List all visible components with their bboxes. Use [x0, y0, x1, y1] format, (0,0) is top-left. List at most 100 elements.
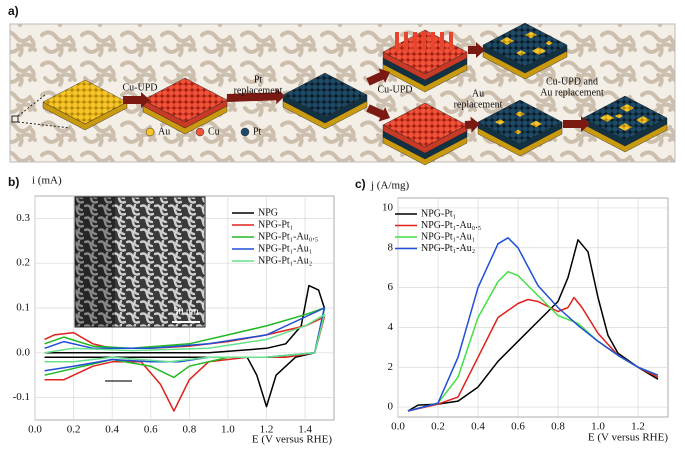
- zoom-line: [17, 121, 71, 129]
- legend-label: NPG-Pt₁-Au₂: [421, 243, 475, 254]
- cu-pillar: [431, 32, 435, 42]
- legend-atom: [145, 127, 155, 137]
- step-label: Au: [472, 88, 484, 99]
- au-patch: [495, 119, 505, 125]
- zoom-line: [17, 94, 46, 117]
- au-patch: [545, 40, 553, 46]
- tem-shade: [75, 197, 115, 327]
- y-tick-label: 0.0: [16, 346, 30, 358]
- cu-pillar: [449, 41, 453, 51]
- y-tick-label: 0.2: [16, 257, 30, 269]
- series-line: [407, 237, 659, 412]
- legend-label: NPG-Pt₁-Au₁: [421, 231, 475, 242]
- arrow: [468, 42, 485, 58]
- y-tick-label: 0: [388, 401, 394, 413]
- au-patch: [636, 116, 650, 124]
- x-tick-label: 0.8: [551, 421, 565, 433]
- au-patch: [525, 31, 537, 39]
- arrow: [464, 116, 480, 133]
- cu-pillar: [404, 32, 408, 42]
- x-tick-label: 1.0: [221, 424, 235, 436]
- au-patch: [515, 111, 525, 117]
- x-tick-label: 0.6: [511, 421, 525, 433]
- legend-label: Cu: [208, 126, 220, 137]
- step-label: replacement: [454, 99, 503, 110]
- cu-pillar: [413, 41, 417, 51]
- y-tick-label: 4: [388, 321, 394, 333]
- panel-label: b): [8, 175, 19, 189]
- series-line: [44, 307, 326, 372]
- y-axis-label: i (mA): [32, 175, 62, 187]
- x-tick-label: 0.4: [105, 424, 119, 436]
- x-tick-label: 1.2: [631, 421, 645, 433]
- legend-label: NPG-Pt₁: [421, 208, 456, 219]
- x-tick-label: 0.2: [67, 424, 81, 436]
- y-axis-label: j (A/mg): [370, 180, 410, 192]
- x-tick-label: 0.0: [28, 424, 42, 436]
- x-tick-label: 0.2: [431, 421, 445, 433]
- zoom-box: [11, 115, 19, 123]
- plot-area: [397, 197, 669, 418]
- cu-pillar: [395, 32, 399, 42]
- cu-pillar: [440, 41, 444, 51]
- legend-atom: [240, 127, 250, 137]
- step-label: Cu-UPD and: [546, 76, 598, 87]
- y-tick-label: 8: [388, 241, 394, 253]
- cu-pillar: [431, 41, 435, 51]
- x-tick-label: 1.0: [591, 421, 605, 433]
- arrow: [366, 104, 390, 122]
- x-tick-label: 0.0: [391, 421, 405, 433]
- au-patch: [600, 114, 614, 122]
- y-tick-label: 2: [388, 361, 394, 373]
- au-patch: [615, 113, 623, 119]
- cu-pillar: [440, 32, 444, 42]
- legend-label: Pt: [253, 126, 262, 137]
- step-label: Cu-UPD: [377, 84, 412, 95]
- x-tick-label: 1.4: [298, 424, 312, 436]
- arrow: [226, 88, 285, 105]
- au-patch: [530, 120, 542, 128]
- arrow: [563, 116, 590, 132]
- slab-top: [282, 72, 368, 118]
- panel-label: a): [8, 4, 19, 18]
- legend-label: NPG: [258, 207, 278, 218]
- slab-top: [482, 22, 568, 68]
- arrow: [366, 68, 390, 86]
- cu-pillar: [422, 41, 426, 51]
- step-label: replacement: [234, 85, 283, 96]
- cu-pillar: [449, 32, 453, 42]
- x-tick-label: 1.2: [260, 424, 274, 436]
- x-tick-label: 0.4: [471, 421, 485, 433]
- slab-top: [142, 77, 228, 123]
- au-patch: [620, 104, 634, 112]
- slab-top: [477, 99, 563, 145]
- step-label: Pt: [254, 74, 263, 85]
- cu-pillar: [422, 32, 426, 42]
- tem-inset: [74, 196, 206, 328]
- legend-label: NPG-Pt₁-Au₁: [258, 243, 312, 254]
- y-tick-label: 10: [382, 201, 394, 213]
- slab-top: [582, 95, 668, 141]
- au-patch: [516, 50, 526, 56]
- au-patch: [514, 129, 522, 135]
- x-axis-label: E (V versus RHE): [588, 432, 668, 444]
- arrow: [123, 92, 150, 108]
- legend-label: NPG-Pt₁-Au₂: [258, 255, 312, 266]
- series-line: [44, 313, 326, 363]
- x-axis-label: E (V versus RHE): [252, 434, 332, 446]
- legend-atom: [195, 127, 205, 137]
- cu-pillar: [413, 32, 417, 42]
- cu-pillar: [404, 41, 408, 51]
- legend-label: NPG-Pt₁: [258, 219, 293, 230]
- au-patch: [500, 37, 514, 45]
- y-tick-label: -0.1: [13, 391, 30, 403]
- step-label: Cu-UPD: [122, 82, 157, 93]
- step-label: Au replacement: [540, 87, 604, 98]
- x-tick-label: 0.6: [144, 424, 158, 436]
- legend-label: Au: [158, 126, 170, 137]
- x-tick-label: 0.8: [182, 424, 196, 436]
- cu-pillar: [395, 41, 399, 51]
- au-patch: [618, 123, 632, 131]
